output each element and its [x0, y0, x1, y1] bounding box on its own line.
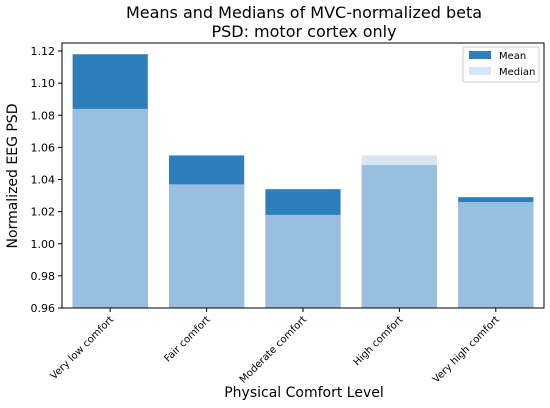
y-tick-label-1: 0.98: [31, 270, 56, 283]
x-axis-label: Physical Comfort Level: [224, 385, 384, 401]
chart-title: Means and Medians of MVC-normalized beta…: [126, 3, 482, 41]
x-tick-label-1: Fair comfort: [162, 314, 212, 364]
chart-title-line-1: Means and Medians of MVC-normalized beta: [126, 3, 482, 22]
y-tick-label-2: 1.00: [31, 238, 56, 251]
bar-median-0: [72, 108, 148, 308]
y-axis-label: Normalized EEG PSD: [5, 104, 21, 249]
x-tick-label-3: High comfort: [352, 314, 406, 368]
y-tick-label-4: 1.04: [31, 174, 56, 187]
legend: Mean Median: [462, 46, 540, 83]
chart-title-line-2: PSD: motor cortex only: [211, 22, 396, 41]
legend-swatch-median: [469, 67, 491, 75]
x-axis: Very low comfort Fair comfort Moderate com…: [49, 308, 502, 386]
y-tick-label-0: 0.96: [31, 302, 56, 315]
legend-swatch-mean: [469, 51, 491, 59]
y-tick-label-8: 1.12: [31, 45, 56, 58]
legend-label-mean: Mean: [499, 51, 526, 62]
x-tick-label-4: Very high comfort: [431, 314, 502, 385]
legend-label-median: Median: [499, 67, 535, 78]
bar-median-4: [458, 202, 534, 308]
y-tick-label-7: 1.10: [31, 77, 56, 90]
bar-median-1: [169, 184, 245, 308]
bars: [72, 54, 534, 308]
bar-median-3: [361, 155, 437, 308]
x-tick-label-2: Moderate comfort: [238, 314, 309, 385]
bar-median-2: [265, 214, 341, 308]
y-tick-label-6: 1.08: [31, 109, 56, 122]
x-tick-label-0: Very low comfort: [49, 314, 117, 382]
y-tick-label-5: 1.06: [31, 141, 56, 154]
y-tick-label-3: 1.02: [31, 206, 56, 219]
y-axis: 0.96 0.98 1.00 1.02 1.04 1.06 1.08 1.10 1.12: [31, 45, 62, 315]
